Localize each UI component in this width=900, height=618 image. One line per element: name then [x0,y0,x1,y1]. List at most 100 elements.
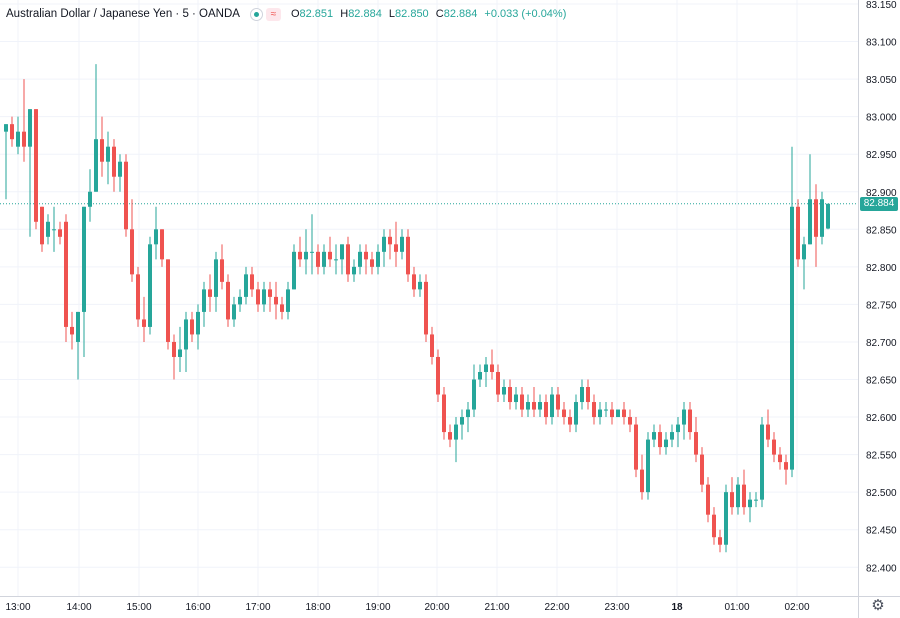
candle-body [40,206,44,245]
candle-body [664,439,668,448]
candle [556,387,560,418]
candle [622,402,626,425]
candle-body [772,439,776,455]
candle [496,364,500,403]
candle-body [718,537,722,545]
symbol-title[interactable]: Australian Dollar / Japanese Yen · 5 · O… [6,8,240,20]
candle-body [64,221,68,327]
time-tick-label: 16:00 [185,602,210,613]
candle-body [118,161,122,177]
candle [706,477,710,523]
candle [814,184,818,267]
candle [790,146,794,478]
candle [628,409,632,433]
candle-body [382,236,386,252]
candle-body [304,251,308,260]
candle [460,409,464,440]
candle-body [502,387,506,395]
candle-body [76,311,80,342]
candle-body [220,259,224,282]
candle [244,266,248,305]
candle [808,154,812,245]
candle [136,266,140,327]
close-label: C [435,8,444,20]
candle-body [496,371,500,395]
candle-body [658,432,662,448]
price-tick-label: 82.600 [866,413,897,424]
candle-body [268,289,272,297]
candle-body [280,304,284,312]
candle-body [742,484,746,508]
open-label: O [290,8,300,20]
candle-body [766,424,770,440]
candle [742,469,746,515]
candle [640,454,644,500]
candle-body [196,311,200,335]
candle-body [688,409,692,433]
candle-body [748,499,752,508]
high-label: H [340,8,349,20]
candle [232,296,236,327]
candle-body [292,251,296,290]
candle [550,387,554,425]
candle-body [556,394,560,410]
candle [328,236,332,267]
candle-body [736,484,740,508]
candle-body [46,221,50,237]
candle-body [346,244,350,275]
candle [604,402,608,418]
candle-body [808,199,812,245]
market-open-dot-icon[interactable] [249,7,263,21]
candle-body [538,402,542,410]
candle [292,244,296,290]
candle [340,244,344,275]
candle [562,402,566,425]
candle-body [754,499,758,501]
candle-body [448,432,452,440]
candle-body [826,203,830,229]
candle-body [232,304,236,320]
time-tick-label: 13:00 [5,602,30,613]
candle [304,229,308,275]
candlestick-series [4,64,830,553]
candle-body [700,454,704,485]
close-value: 82.884 [443,8,478,20]
wave-icon[interactable]: ≈ [265,7,281,21]
price-tick-label: 82.450 [866,526,897,537]
gear-icon[interactable]: ⚙ [871,597,885,614]
candle-body [610,409,614,418]
candle-body [28,109,32,147]
candle [664,432,668,455]
time-tick-label: 14:00 [66,602,91,613]
candle-body [460,417,464,425]
price-tick-label: 82.500 [866,488,897,499]
candle [112,139,116,192]
high-value: 82.884 [348,8,382,20]
candle-body [436,356,440,395]
candle [394,221,398,267]
price-tick-label: 82.850 [866,225,897,236]
candle-body [712,514,716,538]
candle-body [202,289,206,312]
time-axis: 13:00 14:00 15:00 16:00 17:00 18:00 19:00 20:00… [0,596,900,613]
candle [262,281,266,312]
price-tick-label: 82.750 [866,300,897,311]
candle-body [22,131,26,147]
candle [22,79,26,162]
candle-body [616,409,620,418]
candle-body [190,319,194,335]
candle-body [532,402,536,410]
candle [436,349,440,403]
candle [130,199,134,282]
candle-body [628,417,632,425]
candle [532,387,536,418]
candle-body [418,281,422,290]
time-tick-label: 22:00 [544,602,569,613]
candle-body [424,281,428,335]
candle-body [16,131,20,147]
candle [418,274,422,297]
candle [64,214,68,342]
candle-body [406,236,410,275]
candle-body [562,409,566,418]
